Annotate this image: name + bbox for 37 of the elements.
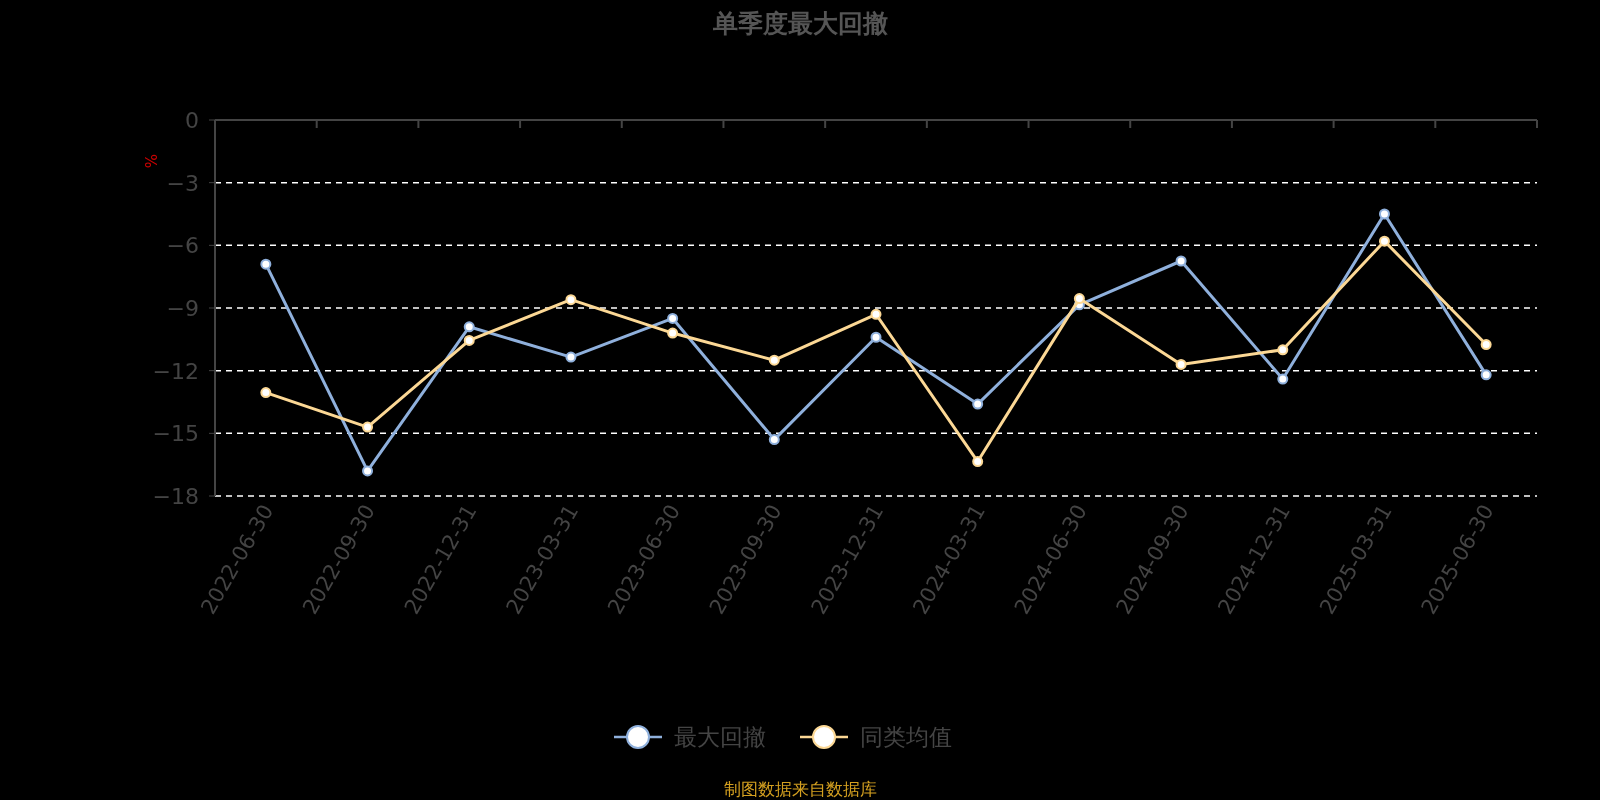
point <box>463 321 475 333</box>
point <box>870 308 882 320</box>
point <box>972 398 984 410</box>
y-axis-title: % <box>143 153 161 169</box>
point <box>870 331 882 343</box>
text: 制图数据来自数据库 <box>723 779 877 799</box>
point <box>1378 208 1390 220</box>
point <box>1378 235 1390 247</box>
point <box>1175 358 1187 370</box>
legend-label: 最大回撤 <box>674 724 766 750</box>
y-tick-label: −3 <box>166 170 199 196</box>
point <box>260 387 272 399</box>
point <box>1480 369 1492 381</box>
point <box>972 456 984 468</box>
y-tick-label: −12 <box>152 358 199 384</box>
point <box>565 351 577 363</box>
y-tick-label: −18 <box>152 484 199 509</box>
point <box>565 294 577 306</box>
point <box>1277 373 1289 385</box>
y-tick-label: −9 <box>166 296 199 321</box>
y-tick-label: −15 <box>152 421 199 447</box>
point <box>362 465 374 477</box>
point <box>1073 293 1085 305</box>
y-tick-label: −6 <box>166 233 199 259</box>
chart-title: 单季度最大回撤 <box>711 9 888 38</box>
point <box>667 327 679 339</box>
point <box>768 354 780 366</box>
legend-label: 同类均值 <box>860 724 952 750</box>
y-tick-label: 0 <box>185 108 199 133</box>
point <box>1480 339 1492 351</box>
point <box>260 258 272 270</box>
point <box>667 312 679 324</box>
point <box>768 434 780 446</box>
point <box>463 334 475 346</box>
point <box>362 421 374 433</box>
point <box>1175 255 1187 267</box>
point <box>1277 344 1289 356</box>
